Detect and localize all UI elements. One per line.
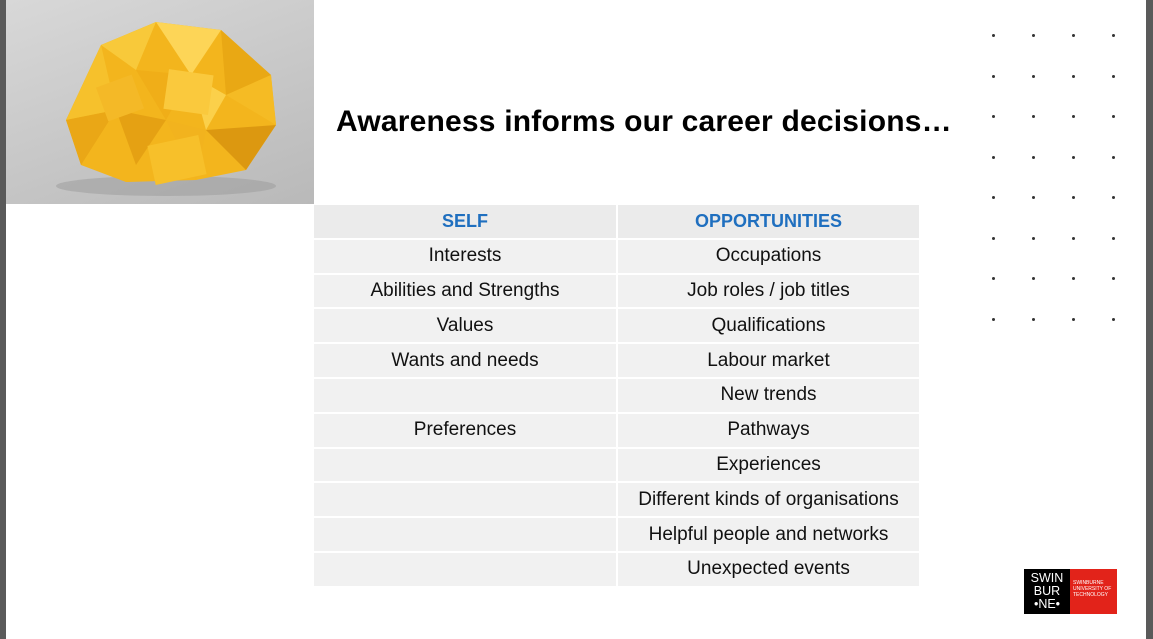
opportunity-cell: New trends [618,378,919,414]
grid-dot [992,155,995,159]
grid-dot [992,34,995,37]
self-cell [314,448,618,484]
logo-line-3: •NE• [1033,597,1061,611]
grid-dot [992,196,995,199]
logo-subtext: SWINBURNE UNIVERSITY OF TECHNOLOGY [1070,569,1117,614]
grid-dot [1032,277,1035,280]
grid-dot [992,236,995,240]
grid-dot [1112,74,1115,78]
column-header-opportunities: OPPORTUNITIES [618,205,919,240]
table-row: Abilities and Strengths Job roles / job … [314,274,919,310]
grid-dot [992,115,995,118]
origami-brain-illustration [56,22,276,196]
grid-dot [1072,277,1075,280]
grid-dot [1032,317,1035,321]
slide: Awareness informs our career decisions… … [6,0,1146,639]
opportunity-cell: Experiences [618,448,919,484]
opportunity-cell: Unexpected events [618,552,919,588]
grid-dot [1072,196,1075,199]
grid-dot [1032,155,1035,159]
opportunity-cell: Occupations [618,239,919,275]
self-cell [314,552,618,588]
decorative-dot-grid [992,34,1117,324]
self-cell [314,378,618,414]
self-cell: Wants and needs [314,344,618,379]
grid-dot [1032,196,1035,199]
grid-dot [1112,317,1115,321]
table-row: Values Qualifications [314,309,919,345]
grid-dot [992,74,995,78]
self-cell: Preferences [314,413,618,449]
grid-dot [992,317,995,321]
self-cell [314,518,618,553]
grid-dot [1112,115,1115,118]
grid-dot [1032,34,1035,37]
opportunity-cell: Job roles / job titles [618,274,919,310]
grid-dot [1032,115,1035,118]
opportunity-cell: Helpful people and networks [618,518,919,553]
self-cell: Interests [314,239,618,275]
table-row: New trends [314,378,919,414]
swinburne-logo: SWIN BUR •NE• SWINBURNE UNIVERSITY OF TE… [1024,569,1117,614]
table-row: Experiences [314,448,919,484]
origami-brain-image [6,0,314,204]
grid-dot [1072,236,1075,240]
logo-wordmark: SWIN BUR •NE• [1024,569,1070,614]
grid-dot [1072,74,1075,78]
opportunity-cell: Qualifications [618,309,919,345]
grid-dot [1072,34,1075,37]
table-row: Different kinds of organisations [314,483,919,519]
grid-dot [1072,317,1075,321]
grid-dot [1032,236,1035,240]
column-header-self: SELF [314,205,618,240]
opportunity-cell: Different kinds of organisations [618,483,919,519]
table-row: Preferences Pathways [314,413,919,449]
table-row: Helpful people and networks [314,518,919,553]
self-cell [314,483,618,519]
grid-dot [1112,34,1115,37]
slide-title: Awareness informs our career decisions… [336,105,952,138]
grid-dot [1072,155,1075,159]
career-awareness-table: SELF OPPORTUNITIES Interests Occupations… [314,205,919,588]
grid-dot [1112,155,1115,159]
table-row: Unexpected events [314,552,919,588]
grid-dot [1072,115,1075,118]
table-row: Interests Occupations [314,239,919,275]
grid-dot [1112,277,1115,280]
table-row: Wants and needs Labour market [314,344,919,379]
opportunity-cell: Pathways [618,413,919,449]
grid-dot [1032,74,1035,78]
opportunity-cell: Labour market [618,344,919,379]
grid-dot [1112,236,1115,240]
table-header-row: SELF OPPORTUNITIES [314,205,919,240]
logo-line-1: SWIN [1030,571,1064,585]
grid-dot [992,277,995,280]
self-cell: Values [314,309,618,345]
grid-dot [1112,196,1115,199]
logo-line-2: BUR [1033,584,1061,598]
self-cell: Abilities and Strengths [314,274,618,310]
